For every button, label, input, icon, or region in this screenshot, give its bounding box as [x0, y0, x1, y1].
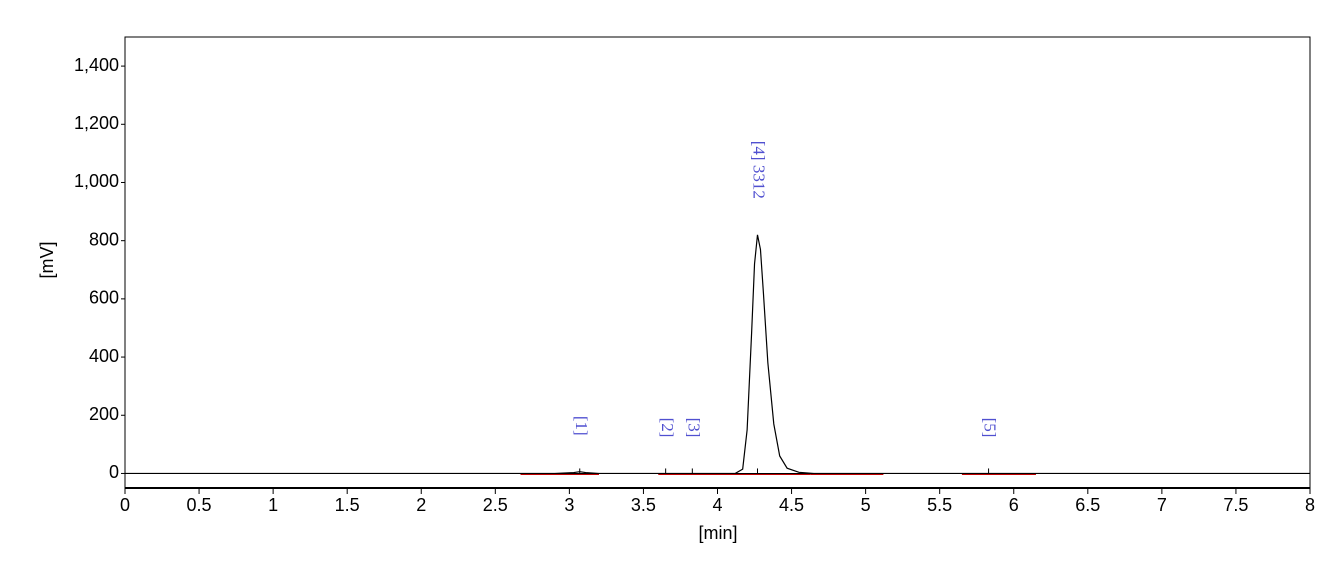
y-tick-label: 800: [89, 229, 119, 249]
x-tick-label: 7.5: [1223, 495, 1248, 515]
x-tick-label: 2: [416, 495, 426, 515]
x-tick-label: 3: [564, 495, 574, 515]
x-tick-label: 5: [861, 495, 871, 515]
x-tick-label: 6: [1009, 495, 1019, 515]
x-tick-label: 4.5: [779, 495, 804, 515]
x-tick-label: 1: [268, 495, 278, 515]
x-tick-label: 2.5: [483, 495, 508, 515]
y-tick-label: 200: [89, 404, 119, 424]
x-tick-label: 1.5: [335, 495, 360, 515]
x-tick-label: 3.5: [631, 495, 656, 515]
y-tick-label: 1,000: [74, 171, 119, 191]
x-tick-label: 4: [712, 495, 722, 515]
y-tick-label: 600: [89, 288, 119, 308]
x-tick-label: 0: [120, 495, 130, 515]
y-axis-label: [mV]: [37, 241, 57, 278]
peak-label: [3]: [684, 418, 703, 438]
peak-label: [5]: [981, 418, 1000, 438]
x-tick-label: 7: [1157, 495, 1167, 515]
plot-frame: [124, 36, 1311, 489]
peak-label: [4] 3312: [750, 141, 769, 199]
x-tick-label: 0.5: [187, 495, 212, 515]
x-tick-label: 6.5: [1075, 495, 1100, 515]
x-tick-label: 8: [1305, 495, 1315, 515]
x-tick-label: 5.5: [927, 495, 952, 515]
x-axis-label: [min]: [698, 523, 737, 543]
y-tick-label: 1,200: [74, 113, 119, 133]
y-tick-label: 0: [109, 462, 119, 482]
y-tick-label: 400: [89, 346, 119, 366]
y-tick-label: 1,400: [74, 55, 119, 75]
peak-label: [2]: [658, 418, 677, 438]
peak-label: [1]: [572, 416, 591, 436]
chromatogram-trace: [125, 234, 1310, 475]
